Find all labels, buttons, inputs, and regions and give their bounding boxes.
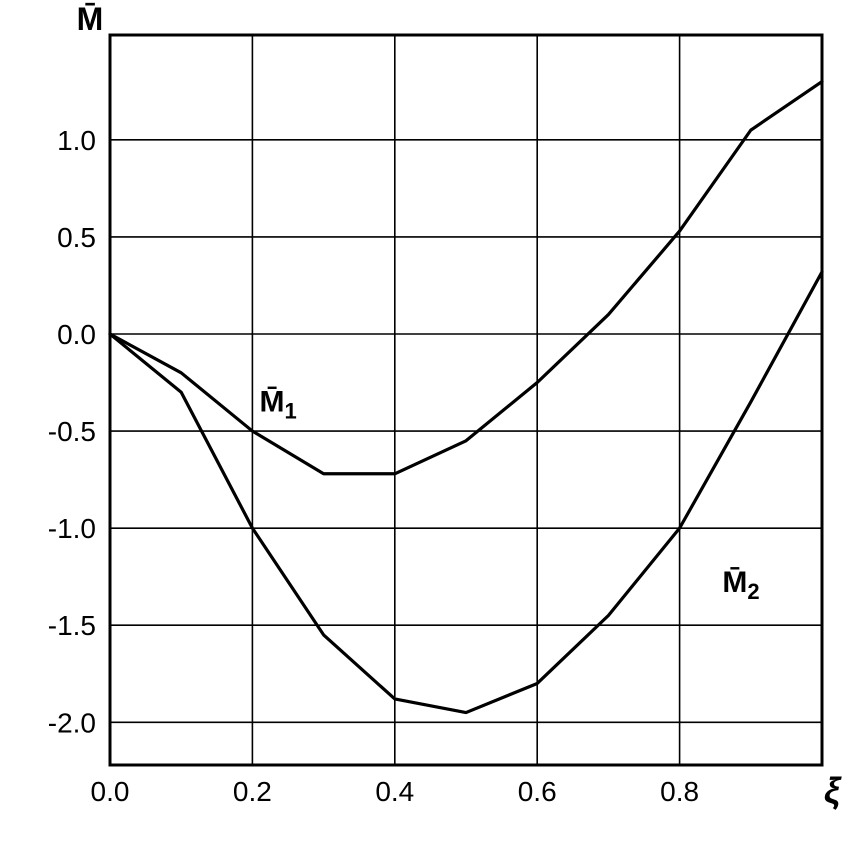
gridlines: [109, 35, 822, 765]
series-line-2: [108, 270, 824, 715]
series-line-1: [108, 79, 824, 476]
x-axis-label: ξ: [824, 770, 842, 811]
x-tick-label: 0.8: [660, 776, 699, 807]
x-tick-label: 0.4: [375, 776, 414, 807]
y-tick-label: -0.5: [48, 416, 96, 447]
x-tick-label: 0.6: [518, 776, 557, 807]
x-tick-labels: 0.0 0.2 0.4 0.6 0.8: [91, 776, 700, 807]
x-tick-label: 0.2: [233, 776, 272, 807]
curve-label-1: M̄1: [260, 386, 297, 424]
y-tick-label: -2.0: [48, 707, 96, 738]
plot-frame: [108, 33, 824, 767]
x-tick-label: 0.0: [91, 776, 130, 807]
y-tick-label: 0.5: [57, 222, 96, 253]
y-tick-label: -1.5: [48, 610, 96, 641]
y-tick-label: -1.0: [48, 513, 96, 544]
y-tick-labels: 1.0 0.5 0.0 -0.5 -1.0 -1.5 -2.0: [48, 125, 96, 738]
curve-label-2: M̄2: [722, 566, 759, 604]
y-tick-label: 1.0: [57, 125, 96, 156]
y-tick-label: 0.0: [57, 319, 96, 350]
y-axis-label: M̄: [77, 1, 104, 37]
